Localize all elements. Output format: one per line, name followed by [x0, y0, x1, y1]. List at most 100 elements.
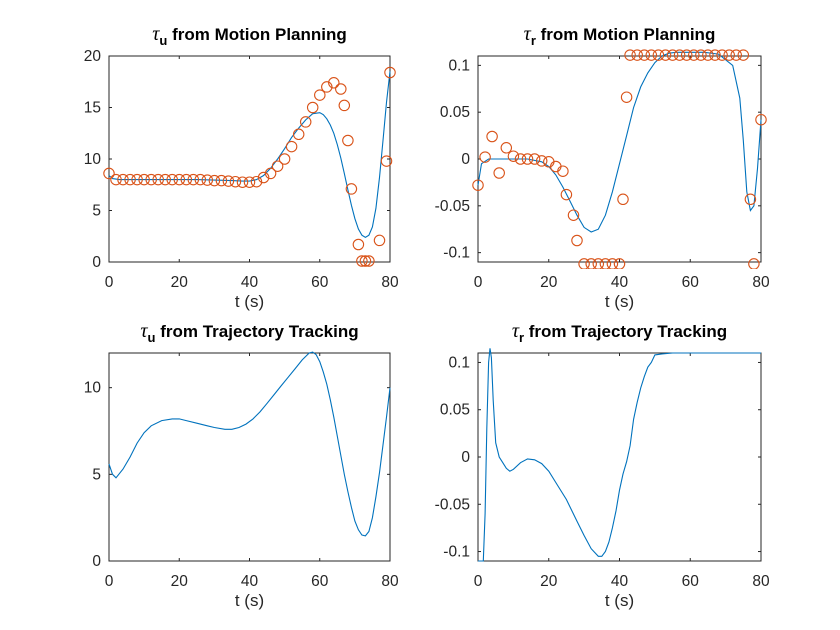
data-point	[486, 130, 498, 143]
chart-title: τu from Trajectory Tracking	[140, 320, 358, 345]
y-tick-label: -0.05	[435, 198, 470, 215]
data-point	[363, 255, 375, 267]
data-point	[299, 116, 312, 128]
chart-tau-r-motion: 0 20 40 60 80 -0.1 -0.05 0 0.05 0.1 t (s) τr from M…	[435, 23, 770, 311]
y-tick-label: 0.1	[448, 354, 470, 371]
x-tick-label: 0	[474, 573, 483, 590]
data-point	[338, 99, 351, 112]
data-point	[117, 173, 129, 186]
x-tick-label: 40	[241, 274, 259, 291]
series-line	[478, 348, 761, 562]
data-point	[709, 49, 721, 61]
x-tick-label: 60	[682, 274, 700, 291]
y-tick-label: 10	[84, 151, 102, 168]
x-tick-label: 20	[171, 573, 189, 590]
data-point	[737, 49, 750, 61]
data-point	[243, 176, 256, 188]
x-tick-label: 40	[611, 573, 629, 590]
data-point	[702, 49, 714, 61]
data-point	[599, 258, 612, 269]
data-point	[748, 258, 760, 269]
data-point	[103, 167, 115, 180]
data-point	[680, 49, 693, 61]
y-tick-label: 20	[84, 48, 102, 65]
x-tick-label: 20	[540, 274, 558, 291]
data-point	[124, 173, 136, 186]
y-tick-label: 0.05	[440, 104, 470, 121]
x-tick-label: 20	[171, 274, 189, 291]
series-line	[108, 351, 391, 537]
y-tick-label: -0.1	[443, 544, 470, 561]
data-point	[145, 173, 157, 186]
x-tick-label: 80	[381, 274, 399, 291]
y-tick-label: 0	[92, 254, 101, 271]
data-point	[222, 175, 235, 187]
data-point	[166, 173, 178, 186]
data-point	[716, 49, 728, 61]
data-point	[356, 255, 368, 267]
data-point	[606, 258, 619, 269]
data-point	[638, 49, 651, 61]
x-axis-label: t (s)	[605, 591, 634, 610]
chart-tau-u-tracking: 0 20 40 60 80 0 5 10 t (s) τu from Trajectory Tra…	[84, 320, 399, 610]
x-tick-label: 60	[311, 274, 329, 291]
chart-title: τr from Motion Planning	[524, 23, 716, 48]
data-point	[201, 174, 214, 186]
data-point	[620, 91, 633, 103]
x-tick-label: 60	[311, 573, 329, 590]
series-line	[108, 71, 391, 238]
data-point	[352, 238, 365, 251]
y-tick-label: -0.05	[435, 496, 470, 513]
data-point	[342, 134, 354, 147]
chart-title: τu from Motion Planning	[152, 23, 347, 48]
data-point	[173, 173, 186, 186]
y-tick-label: 0	[92, 553, 101, 570]
x-tick-label: 40	[241, 573, 259, 590]
x-tick-label: 80	[752, 274, 770, 291]
data-point	[613, 258, 626, 269]
data-point	[285, 140, 298, 153]
data-point	[688, 49, 700, 61]
data-point	[359, 255, 372, 267]
data-point	[278, 153, 291, 165]
data-point	[592, 258, 605, 269]
data-point	[292, 128, 305, 141]
data-point	[159, 173, 171, 186]
data-point	[194, 173, 207, 186]
data-point	[493, 167, 505, 179]
x-tick-label: 40	[611, 274, 629, 291]
y-tick-label: 0.05	[440, 402, 470, 419]
x-axis-label: t (s)	[605, 292, 634, 311]
x-tick-label: 0	[105, 573, 114, 590]
data-point	[514, 153, 527, 165]
x-tick-label: 80	[752, 573, 770, 590]
data-point	[666, 49, 679, 61]
y-tick-label: 0	[461, 449, 470, 466]
data-layer	[478, 348, 761, 562]
data-point	[507, 150, 520, 162]
x-tick-label: 0	[105, 274, 114, 291]
data-point	[208, 174, 221, 187]
data-point	[617, 193, 629, 206]
data-point	[335, 83, 347, 95]
data-point	[215, 174, 228, 187]
x-tick-label: 0	[474, 274, 483, 291]
plot-area	[108, 55, 391, 263]
data-point	[373, 234, 386, 247]
data-point	[264, 167, 277, 180]
data-point	[306, 101, 319, 114]
data-point	[535, 155, 548, 167]
y-tick-label: 0.1	[448, 57, 470, 74]
x-axis-label: t (s)	[235, 591, 264, 610]
plot-area	[108, 352, 391, 562]
data-point	[328, 77, 340, 89]
data-layer	[103, 66, 396, 267]
data-point	[257, 171, 270, 184]
data-point	[250, 175, 263, 188]
data-point	[528, 153, 541, 165]
data-point	[571, 234, 583, 247]
data-point	[345, 183, 358, 195]
chart-tau-r-tracking: 0 20 40 60 80 -0.1 -0.05 0 0.05 0.1 t (s) τr from T…	[435, 320, 770, 610]
data-point	[521, 153, 534, 165]
data-point	[673, 49, 686, 61]
